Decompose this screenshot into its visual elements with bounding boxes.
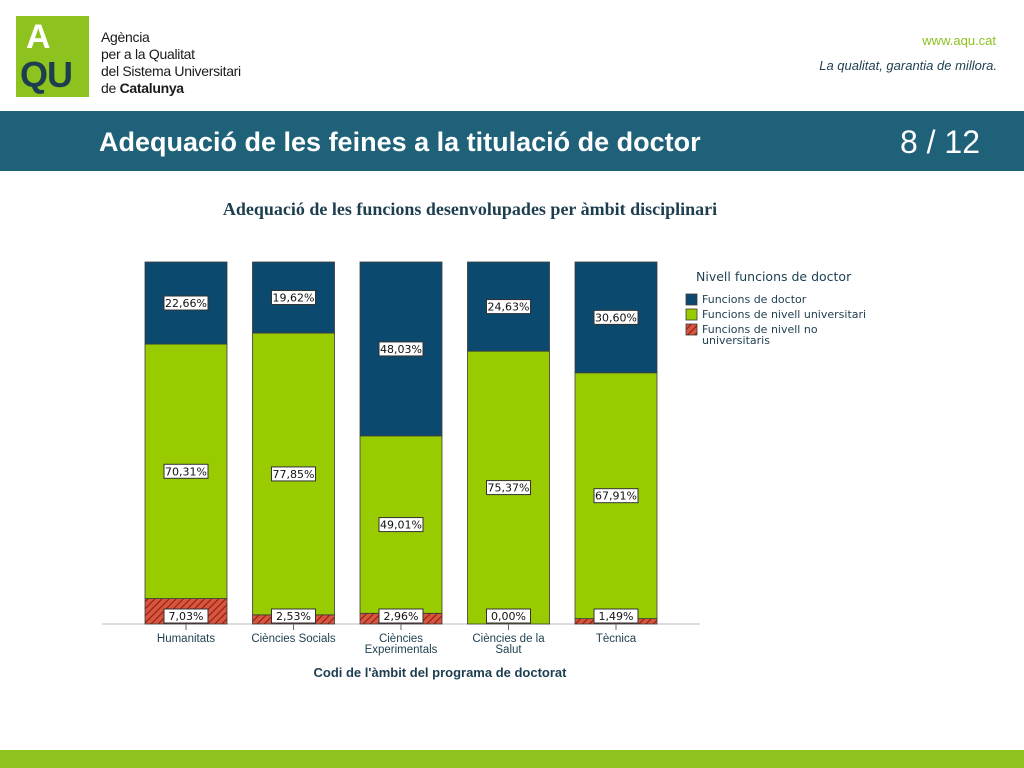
organization-name: Agència per a la Qualitat del Sistema Un… (101, 29, 241, 97)
data-label-box (593, 488, 639, 504)
data-label: 0,00% (491, 610, 526, 623)
data-label-box (163, 608, 209, 624)
org-line: del Sistema Universitari (101, 63, 241, 79)
data-label: 2,96% (384, 610, 419, 623)
chart-title: Adequació de les funcions desenvolupades… (222, 199, 718, 219)
org-line: per a la Qualitat (101, 46, 195, 62)
data-label: 24,63% (488, 301, 530, 314)
x-axis-title: Codi de l'àmbit del programa de doctorat (313, 665, 567, 680)
data-label-box (163, 295, 209, 311)
data-label: 19,62% (273, 292, 315, 305)
data-label: 2,53% (276, 610, 311, 623)
data-label: 7,03% (169, 610, 204, 623)
legend-label: universitaris (702, 334, 770, 347)
data-label-box (163, 463, 209, 479)
data-label: 77,85% (273, 468, 315, 481)
data-label: 67,91% (595, 490, 637, 503)
motto-text: La qualitat, garantia de millora. (819, 58, 997, 73)
x-tick-label: Tècnica (596, 633, 637, 645)
footer-strip (0, 750, 1024, 768)
page-counter: 8 / 12 (899, 124, 980, 160)
data-label: 30,60% (595, 311, 637, 324)
org-line: de Catalunya (101, 80, 241, 97)
data-label-box (271, 608, 316, 624)
logo-letter-a: A (26, 18, 51, 56)
org-line: Agència (101, 29, 150, 45)
data-label-box (378, 341, 424, 357)
website-link[interactable]: www.aqu.cat (922, 33, 996, 48)
data-label: 22,66% (165, 297, 207, 310)
x-tick-label: Experimentals (365, 644, 438, 656)
data-label-box (486, 299, 531, 315)
data-label: 49,01% (380, 519, 422, 532)
slide-title: Adequació de les feines a la titulació d… (99, 127, 701, 157)
legend-label: Funcions de doctor (702, 293, 807, 306)
data-label: 48,03% (380, 343, 422, 356)
legend-swatch (685, 323, 698, 336)
stacked-bar-chart: 7,03% 70,31% 22,66% Humanitats 2,53% 77,85% 19… (102, 261, 866, 680)
legend-label: Funcions de nivell no (702, 323, 818, 336)
x-tick-label: Ciències (379, 633, 423, 645)
aqu-logo: A QU (16, 16, 89, 97)
org-line-prefix: de (101, 80, 116, 96)
title-band: Adequació de les feines a la titulació d… (0, 111, 1024, 171)
org-line-bold: Catalunya (119, 80, 185, 96)
x-tick-label: Humanitats (157, 633, 215, 645)
data-label-box (378, 608, 424, 624)
data-label-box (271, 466, 316, 482)
data-label-box (378, 517, 424, 533)
x-tick-label: Salut (495, 644, 522, 656)
data-label-box (486, 608, 531, 624)
x-tick-label: Ciències Socials (251, 633, 336, 645)
legend-title: Nivell funcions de doctor (696, 269, 852, 284)
legend-swatch (685, 308, 698, 321)
data-label-box (593, 608, 639, 624)
data-label-box (271, 290, 316, 306)
data-label: 75,37% (488, 482, 530, 495)
legend-swatch (685, 293, 698, 306)
data-label-box (486, 480, 531, 496)
data-label: 1,49% (599, 610, 634, 623)
logo-letters-qu: QU (20, 54, 73, 95)
x-tick-label: Ciències de la (472, 633, 545, 645)
legend-label: Funcions de nivell universitari (702, 308, 866, 321)
data-label: 70,31% (165, 465, 207, 478)
data-label-box (593, 309, 639, 325)
